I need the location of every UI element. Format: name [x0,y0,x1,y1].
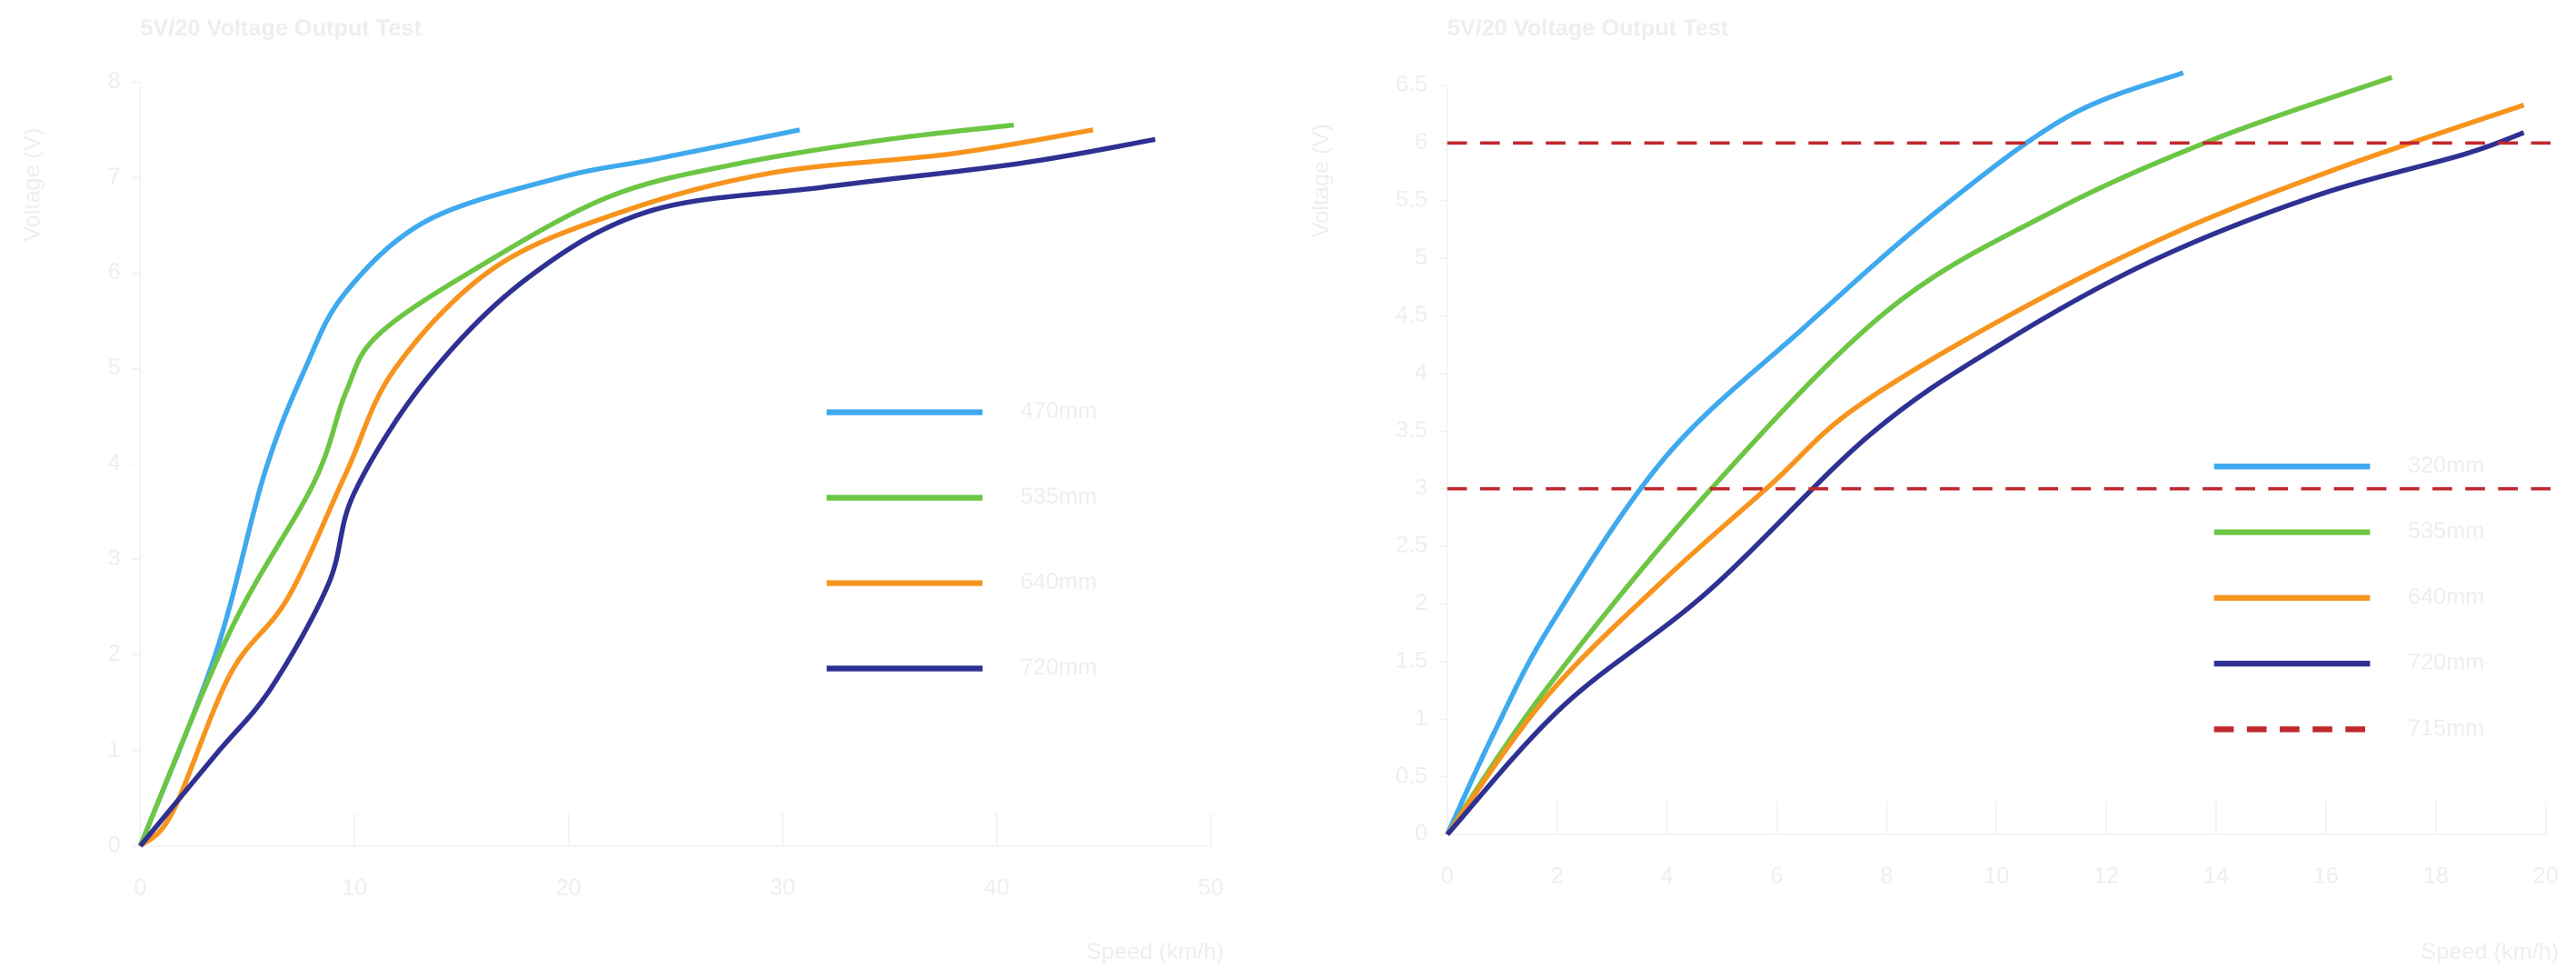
data-line [137,122,1015,847]
legend-label: 720mm [1020,654,1097,680]
x-tick-label: 30 [770,874,795,900]
y-tick-label: 4 [1415,360,1427,385]
x-tick-label: 10 [1984,864,2009,889]
y-tick-label: 1 [108,736,121,762]
y-tick-label: 1.5 [1396,648,1427,674]
y-tick-label: 2 [1415,590,1427,615]
x-tick-label: 8 [1880,864,1893,889]
data-line [1445,75,2393,836]
y-axis-label: Voltage (V) [1308,124,1334,237]
legend-label: 535mm [2408,518,2484,544]
y-tick-label: 6 [108,259,121,285]
x-tick-label: 0 [134,874,146,900]
y-tick-label: 4.5 [1396,302,1427,327]
legend-label: 470mm [1020,398,1097,424]
y-tick-label: 5 [1415,245,1427,270]
x-tick-label: 50 [1198,874,1224,900]
y-tick-label: 5.5 [1396,186,1427,212]
y-tick-label: 3.5 [1396,417,1427,443]
x-tick-label: 6 [1770,864,1783,889]
y-tick-label: 6 [1415,129,1427,155]
x-tick-label: 20 [2533,864,2559,889]
x-tick-label: 0 [1441,864,1454,889]
data-line [138,127,1094,848]
y-tick-label: 8 [108,68,121,94]
x-tick-label: 40 [984,874,1010,900]
x-axis-label: Speed (km/h) [2421,939,2559,964]
y-tick-label: 1 [1415,705,1427,731]
x-tick-label: 20 [556,874,582,900]
y-tick-label: 3 [1415,475,1427,500]
x-tick-label: 12 [2094,864,2119,889]
chart-title: 5V/20 Voltage Output Test [140,15,422,41]
legend-label: 715mm [2408,715,2484,741]
x-tick-label: 16 [2313,864,2339,889]
legend-label: 720mm [2408,650,2484,675]
chart-title: 5V/20 Voltage Output Test [1447,15,1729,41]
x-tick-label: 2 [1551,864,1564,889]
x-tick-label: 18 [2423,864,2449,889]
y-axis-label: Voltage (V) [20,128,45,242]
y-tick-label: 5 [108,355,121,380]
y-tick-label: 3 [108,545,121,571]
y-tick-label: 0 [1415,821,1427,846]
x-tick-label: 10 [342,874,367,900]
x-tick-label: 4 [1661,864,1674,889]
x-tick-label: 14 [2203,864,2229,889]
data-line [1445,70,2184,836]
data-line [137,127,801,847]
data-line [1445,130,2525,836]
y-tick-label: 2.5 [1396,533,1427,558]
data-line [1445,102,2525,836]
legend-label: 320mm [2408,453,2484,478]
legend-label: 535mm [1020,484,1097,509]
y-tick-label: 0.5 [1396,763,1427,788]
y-tick-label: 4 [108,450,121,475]
y-tick-label: 7 [108,164,121,189]
y-tick-label: 6.5 [1396,72,1427,97]
legend-label: 640mm [2408,584,2484,609]
y-tick-label: 2 [108,641,121,666]
x-axis-label: Speed (km/h) [1086,939,1224,964]
data-line [138,136,1156,848]
y-tick-label: 0 [108,832,121,857]
legend-label: 640mm [1020,569,1097,594]
